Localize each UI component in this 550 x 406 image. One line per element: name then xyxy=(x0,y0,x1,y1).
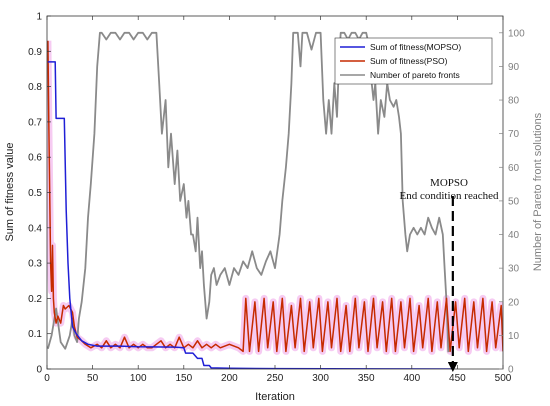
y-axis-right-label: Number of Pareto front solutions xyxy=(532,112,544,271)
x-tick-label: 150 xyxy=(175,373,192,384)
series-layer xyxy=(47,31,503,369)
x-tick-label: 0 xyxy=(44,373,50,384)
y-left-tick-label: 0 xyxy=(36,365,42,376)
annotation-line-1: MOPSO xyxy=(430,177,468,189)
x-tick-label: 250 xyxy=(267,373,284,384)
y-left-tick-label: 0.7 xyxy=(28,117,42,128)
series-mopso-line xyxy=(47,61,453,369)
legend-label-pareto: Number of pareto fronts xyxy=(370,70,460,80)
y-axis-left-label: Sum of fitness value xyxy=(4,142,16,241)
legend-label-mopso: Sum of fitness(MOPSO) xyxy=(370,42,461,52)
y-right-tick-label: 0 xyxy=(508,365,514,376)
legend-label-pso: Sum of fitness(PSO) xyxy=(370,56,448,66)
y-right-tick-label: 70 xyxy=(508,129,520,140)
y-left-tick-label: 0.9 xyxy=(28,47,42,58)
y-left-tick-label: 1 xyxy=(36,12,42,23)
x-tick-label: 100 xyxy=(130,373,147,384)
x-tick-label: 450 xyxy=(449,373,466,384)
legend-box xyxy=(334,37,493,85)
y-right-tick-label: 100 xyxy=(508,28,525,39)
x-tick-label: 50 xyxy=(87,373,99,384)
x-tick-label: 200 xyxy=(221,373,238,384)
series-pareto-line xyxy=(47,31,450,353)
annotation-line-2: End condition reached xyxy=(400,190,499,202)
x-axis-label: Iteration xyxy=(255,391,295,403)
y-left-tick-label: 0.3 xyxy=(28,259,42,270)
y-left-tick-label: 0.6 xyxy=(28,153,42,164)
y-right-tick-label: 60 xyxy=(508,163,520,174)
legend: Sum of fitness(MOPSO) Sum of fitness(PSO… xyxy=(334,37,493,85)
y-right-tick-label: 80 xyxy=(508,96,520,107)
x-tick-label: 400 xyxy=(403,373,420,384)
x-tick-label: 500 xyxy=(495,373,512,384)
y-left-tick-label: 0.2 xyxy=(28,294,42,305)
y-left-tick-label: 0.4 xyxy=(28,223,42,234)
y-axis-right: 0 10 20 30 40 50 60 70 80 90 100 xyxy=(499,28,525,376)
y-left-tick-label: 0.1 xyxy=(28,329,42,340)
y-right-tick-label: 30 xyxy=(508,264,520,275)
y-right-tick-label: 90 xyxy=(508,62,520,73)
y-right-tick-label: 20 xyxy=(508,297,520,308)
y-right-tick-label: 10 xyxy=(508,331,520,342)
series-pso-line xyxy=(47,40,503,353)
y-axis-left: 0 0.1 0.2 0.3 0.4 0.5 0.6 0.7 0.8 0.9 1 xyxy=(28,12,51,376)
end-condition-annotation: MOPSO End condition reached xyxy=(400,177,499,372)
x-axis: 0 50 100 150 200 250 300 350 400 450 500 xyxy=(44,16,512,384)
y-right-tick-label: 50 xyxy=(508,196,520,207)
y-left-tick-label: 0.5 xyxy=(28,188,42,199)
x-tick-label: 300 xyxy=(312,373,329,384)
y-left-tick-label: 0.8 xyxy=(28,82,42,93)
y-right-tick-label: 40 xyxy=(508,230,520,241)
x-tick-label: 350 xyxy=(358,373,375,384)
